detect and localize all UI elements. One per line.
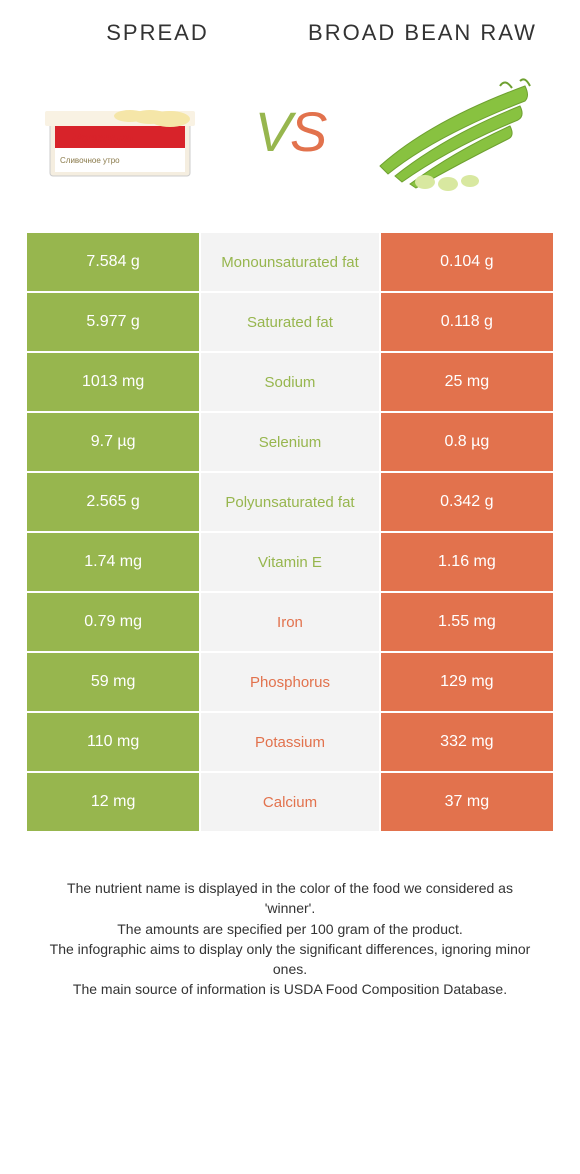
vs-label: VS — [230, 99, 350, 164]
footer-line-2: The amounts are specified per 100 gram o… — [40, 919, 540, 939]
right-value: 0.8 µg — [381, 413, 553, 471]
right-value: 1.16 mg — [381, 533, 553, 591]
left-value: 0.79 mg — [27, 593, 199, 651]
table-row: 1013 mgSodium25 mg — [27, 353, 553, 411]
table-row: 110 mgPotassium332 mg — [27, 713, 553, 771]
header-right: BROAD BEAN RAW — [290, 20, 555, 46]
right-value: 0.104 g — [381, 233, 553, 291]
right-value: 0.118 g — [381, 293, 553, 351]
nutrient-name: Polyunsaturated fat — [201, 473, 378, 531]
footer-line-3: The infographic aims to display only the… — [40, 939, 540, 980]
nutrient-name: Saturated fat — [201, 293, 378, 351]
right-title: BROAD BEAN RAW — [290, 20, 555, 46]
comparison-table: 7.584 gMonounsaturated fat0.104 g5.977 g… — [25, 231, 555, 833]
vs-s: S — [290, 100, 325, 163]
table-row: 9.7 µgSelenium0.8 µg — [27, 413, 553, 471]
table-row: 2.565 gPolyunsaturated fat0.342 g — [27, 473, 553, 531]
svg-text:Ровеньки: Ровеньки — [72, 130, 133, 145]
table-body: 7.584 gMonounsaturated fat0.104 g5.977 g… — [27, 233, 553, 831]
spread-illustration-icon: Ровеньки Сливочное утро — [30, 71, 210, 191]
header-left: SPREAD — [25, 20, 290, 46]
spread-image: Ровеньки Сливочное утро — [25, 61, 215, 201]
right-value: 129 mg — [381, 653, 553, 711]
nutrient-name: Sodium — [201, 353, 378, 411]
right-value: 332 mg — [381, 713, 553, 771]
nutrient-name: Selenium — [201, 413, 378, 471]
right-value: 0.342 g — [381, 473, 553, 531]
nutrient-name: Vitamin E — [201, 533, 378, 591]
nutrient-name: Potassium — [201, 713, 378, 771]
right-value: 37 mg — [381, 773, 553, 831]
nutrient-name: Phosphorus — [201, 653, 378, 711]
left-value: 2.565 g — [27, 473, 199, 531]
left-title: SPREAD — [25, 20, 290, 46]
vs-v: V — [255, 100, 290, 163]
nutrient-name: Calcium — [201, 773, 378, 831]
table-row: 1.74 mgVitamin E1.16 mg — [27, 533, 553, 591]
table-row: 0.79 mgIron1.55 mg — [27, 593, 553, 651]
left-value: 1.74 mg — [27, 533, 199, 591]
table-row: 59 mgPhosphorus129 mg — [27, 653, 553, 711]
left-value: 110 mg — [27, 713, 199, 771]
table-row: 12 mgCalcium37 mg — [27, 773, 553, 831]
footer-line-4: The main source of information is USDA F… — [40, 979, 540, 999]
right-value: 1.55 mg — [381, 593, 553, 651]
bean-image — [365, 61, 555, 201]
nutrient-name: Monounsaturated fat — [201, 233, 378, 291]
left-value: 7.584 g — [27, 233, 199, 291]
bean-illustration-icon — [370, 66, 550, 196]
images-row: Ровеньки Сливочное утро VS — [25, 56, 555, 206]
left-value: 59 mg — [27, 653, 199, 711]
svg-text:Сливочное утро: Сливочное утро — [60, 156, 120, 165]
left-value: 12 mg — [27, 773, 199, 831]
left-value: 1013 mg — [27, 353, 199, 411]
nutrient-name: Iron — [201, 593, 378, 651]
left-value: 5.977 g — [27, 293, 199, 351]
footer-line-1: The nutrient name is displayed in the co… — [40, 878, 540, 919]
header-row: SPREAD BROAD BEAN RAW — [25, 20, 555, 46]
table-row: 7.584 gMonounsaturated fat0.104 g — [27, 233, 553, 291]
right-value: 25 mg — [381, 353, 553, 411]
table-row: 5.977 gSaturated fat0.118 g — [27, 293, 553, 351]
footer-notes: The nutrient name is displayed in the co… — [25, 878, 555, 1000]
left-value: 9.7 µg — [27, 413, 199, 471]
